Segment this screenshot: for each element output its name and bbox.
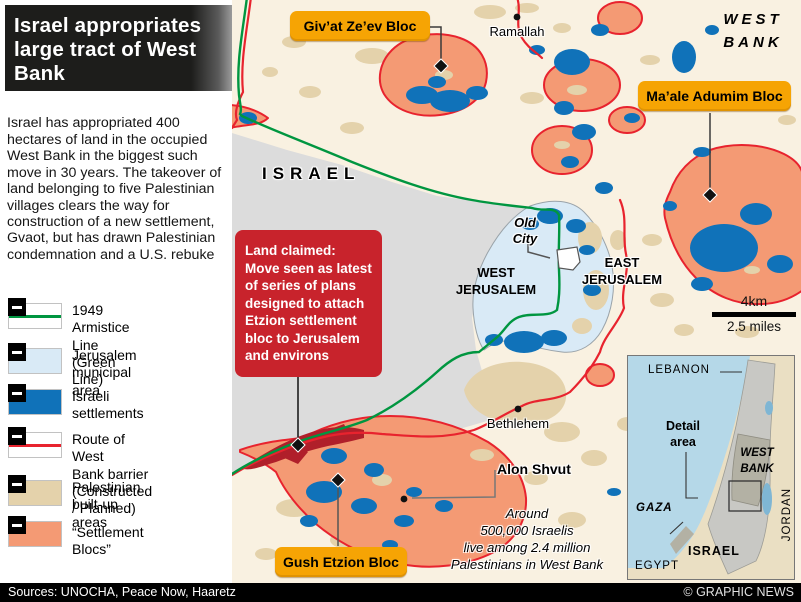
population-note: Around 500,000 Israelis live among 2.4 m… [450, 506, 604, 572]
gush-etzion-marker [330, 472, 346, 488]
map-area: ISRAEL WEST BANK Ramallah Bethlehem Alon… [232, 0, 801, 583]
mediterranean-sea-shape [628, 356, 750, 568]
inset-lebanon-label: LEBANON [648, 364, 710, 376]
inset-west-bank-label: WEST BANK [740, 447, 774, 475]
inset-egypt-label: EGYPT [635, 560, 679, 572]
green-line-path [232, 0, 561, 476]
municipal-area-swatch [8, 343, 62, 374]
egypt-land-shape [628, 514, 724, 579]
detail-area-rect [728, 480, 762, 512]
maale-adumim-bloc-label: Ma’ale Adumim Bloc [638, 81, 791, 111]
alon-shvut-dot [400, 495, 408, 503]
gush-etzion-bloc-shape [239, 415, 528, 568]
headline-block: Israel appropriates large tract of West … [5, 5, 232, 91]
city-dots [400, 13, 522, 503]
legend-key-icon [8, 384, 26, 402]
green-line-icon [9, 315, 61, 318]
west-bank-region-label: WEST BANK [723, 11, 783, 52]
legend-item-settlements: Israeli settlements [8, 384, 144, 421]
inset-jordan-label: JORDAN [781, 488, 793, 542]
armistice-line-swatch [8, 298, 62, 329]
inset-leader-lines [669, 371, 742, 535]
palestinian-areas-swatch [8, 475, 62, 506]
leader-givat-zeev [429, 26, 442, 60]
givat-zeev-bloc-label: Giv’at Ze’ev Bloc [290, 11, 430, 41]
land-claimed-marker [290, 437, 306, 453]
barrier-route-path [232, 0, 628, 477]
bloc-markers [290, 58, 718, 488]
inset-gaza-shape [670, 526, 694, 554]
ramallah-dot [513, 13, 521, 21]
legend-item-settlement-blocs: “Settlement Blocs” [8, 516, 144, 557]
left-panel: Israel appropriates large tract of West … [0, 0, 232, 583]
old-city-label: Old City [512, 215, 538, 247]
givat-zeev-marker [433, 58, 449, 74]
inset-gaza-label: GAZA [636, 502, 673, 514]
legend-item-label: “Settlement Blocs” [72, 524, 144, 558]
legend-item-barrier: Route of West Bank barrier (Constructed … [8, 427, 152, 516]
scale-bar-line [712, 312, 796, 317]
legend-item-palestinian-areas: Palestinian built-up areas [8, 475, 141, 530]
scale-bar: 4km 2.5 miles [712, 293, 796, 334]
intro-text: Israel has appropriated 400 hectares of … [7, 115, 222, 263]
legend-item-municipal-area: Jerusalem municipal area [8, 343, 137, 398]
legend-key-icon [8, 427, 26, 445]
source-bar: Sources: UNOCHA, Peace Now, Haaretz © GR… [0, 583, 801, 602]
legend-item-label: 1949 Armistice Line (Green Line) [72, 302, 130, 388]
maale-adumim-bloc-shape [663, 144, 801, 306]
israel-region-label: ISRAEL [262, 164, 361, 183]
gush-etzion-bloc-label: Gush Etzion Bloc [275, 547, 407, 577]
barrier-line-icon [9, 444, 61, 447]
legend-key-icon [8, 475, 26, 493]
alon-shvut-label: Alon Shvut [497, 461, 571, 477]
page-title: Israel appropriates large tract of West … [14, 14, 202, 86]
legend-item-label: Palestinian built-up areas [72, 479, 141, 530]
legend-key-icon [8, 516, 26, 534]
israeli-settlement-shapes [239, 24, 793, 550]
legend-key-icon [8, 298, 26, 316]
sea-of-galilee-shape [765, 401, 773, 415]
legend-item-label: Israeli settlements [72, 388, 144, 422]
scale-km-label: 4km [740, 293, 768, 309]
bethlehem-label: Bethlehem [486, 416, 550, 431]
legend-item-label: Jerusalem municipal area [72, 347, 137, 398]
legend-item-armistice-line: 1949 Armistice Line (Green Line) [8, 298, 130, 387]
maale-adumim-marker [702, 187, 718, 203]
inset-svg [628, 356, 776, 579]
inset-detail-area-label: Detail area [665, 419, 701, 450]
legend-key-icon [8, 343, 26, 361]
leader-old-city [527, 244, 551, 259]
bethlehem-dot [514, 405, 522, 413]
land-claimed-callout: Land claimed: Move seen as latest of ser… [235, 230, 382, 377]
old-city-shape [556, 246, 581, 271]
legend-item-label: Route of West Bank barrier (Constructed … [72, 431, 153, 517]
inset-map: LEBANON Detail area WEST BANK GAZA ISRAE… [627, 355, 795, 580]
israel-region-shape [232, 133, 532, 476]
sources-text: Sources: UNOCHA, Peace Now, Haaretz [8, 585, 236, 599]
ramallah-label: Ramallah [489, 24, 545, 39]
credit-text: © GRAPHIC NEWS [683, 585, 794, 599]
dead-sea-shape [762, 483, 772, 515]
inset-israel-label: ISRAEL [688, 544, 740, 558]
barrier-swatch [8, 427, 62, 458]
settlement-blocs-swatch [8, 516, 62, 547]
scale-miles-label: 2.5 miles [726, 319, 782, 334]
leader-alon-shvut [411, 470, 496, 499]
east-jerusalem-label: EAST JERUSALEM [581, 255, 663, 287]
west-jerusalem-label: WEST JERUSALEM [455, 265, 537, 297]
settlements-swatch [8, 384, 62, 415]
